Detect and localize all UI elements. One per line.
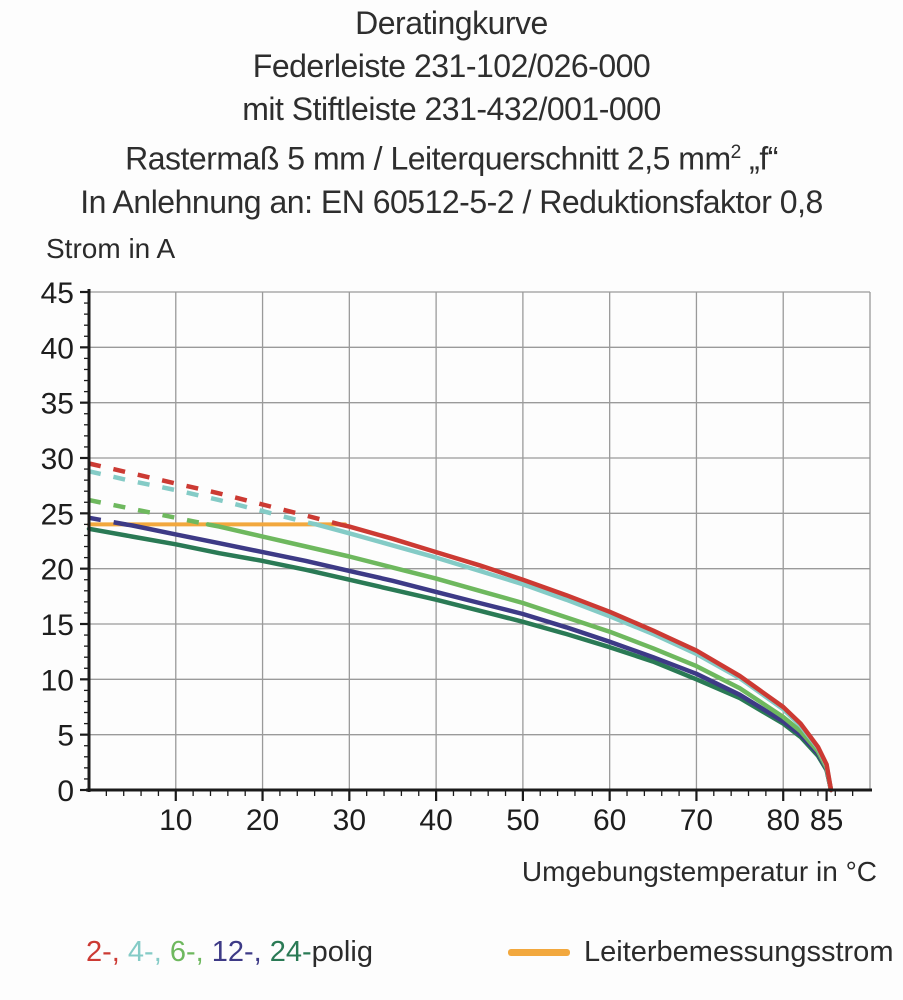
legend-poles-suffix: polig <box>311 936 373 968</box>
legend-pole-label: 2-, <box>86 936 128 968</box>
y-tick-label: 10 <box>41 664 74 697</box>
legend-poles: 2-, 4-, 6-, 12-, 24- <box>86 936 312 968</box>
y-tick-label: 15 <box>41 609 74 642</box>
x-tick-label: 10 <box>159 804 192 837</box>
curve-12-polig-dashed <box>88 515 126 527</box>
curve-6-polig-solid <box>205 522 834 793</box>
y-tick-label: 5 <box>57 720 74 753</box>
title-line-1: Deratingkurve <box>355 5 548 41</box>
curve-12-polig-solid <box>123 522 834 793</box>
rated-current-line-swatch <box>508 949 570 956</box>
x-tick-label: 50 <box>506 804 539 837</box>
y-tick-label: 25 <box>41 498 74 531</box>
y-tick-label: 40 <box>41 332 74 365</box>
curve-6-polig-dashed <box>88 497 209 527</box>
curve-24-polig <box>86 526 834 793</box>
curve-4-polig-dashed <box>88 469 317 527</box>
x-tick-label: 60 <box>593 804 626 837</box>
y-tick-label: 30 <box>41 443 74 476</box>
x-tick-label: 70 <box>680 804 713 837</box>
x-tick-label: 20 <box>246 804 279 837</box>
title-line-3: mit Stiftleiste 231-432/001-000 <box>242 91 661 127</box>
legend-pole-label: 12-, <box>211 936 270 968</box>
title-line-4-suffix: „f“ <box>740 140 778 177</box>
y-tick-label: 45 <box>41 277 74 310</box>
curve-2-polig-solid <box>337 522 834 793</box>
y-axis-title: Strom in A <box>46 233 176 264</box>
x-tick-label: 40 <box>419 804 452 837</box>
title-line-4: Rastermaß 5 mm / Leiterquerschnitt 2,5 m… <box>0 131 903 181</box>
legend-pole-label: 4-, <box>127 936 170 968</box>
legend-pole-label: 24- <box>269 936 312 968</box>
title-line-2: Federleiste 231-102/026-000 <box>252 48 651 84</box>
curve-2-polig-dashed <box>88 461 341 527</box>
title-line-4-superscript: 2 <box>730 142 742 163</box>
y-tick-label: 0 <box>57 775 74 808</box>
legend-poles-row: 2-, 4-, 6-, 12-, 24-polig <box>86 936 373 969</box>
x-tick-label: 85 <box>810 804 843 837</box>
title-line-5: In Anlehnung an: EN 60512-5-2 / Reduktio… <box>80 183 823 220</box>
x-tick-label: 80 <box>767 804 800 837</box>
title-line-4-text: Rastermaß 5 mm / Leiterquerschnitt 2,5 m… <box>125 140 731 177</box>
x-tick-label: 30 <box>333 804 366 837</box>
y-tick-label: 20 <box>41 554 74 587</box>
y-tick-label: 35 <box>41 388 74 421</box>
legend-rated-current: Leiterbemessungsstrom <box>508 936 893 969</box>
curve-4-polig-solid <box>314 522 834 793</box>
rated-current-label: Leiterbemessungsstrom <box>584 936 894 968</box>
legend-pole-label: 6-, <box>169 936 212 968</box>
x-axis-title: Umgebungstemperatur in °C <box>521 856 877 887</box>
title-block: Deratingkurve Federleiste 231-102/026-00… <box>0 2 903 224</box>
